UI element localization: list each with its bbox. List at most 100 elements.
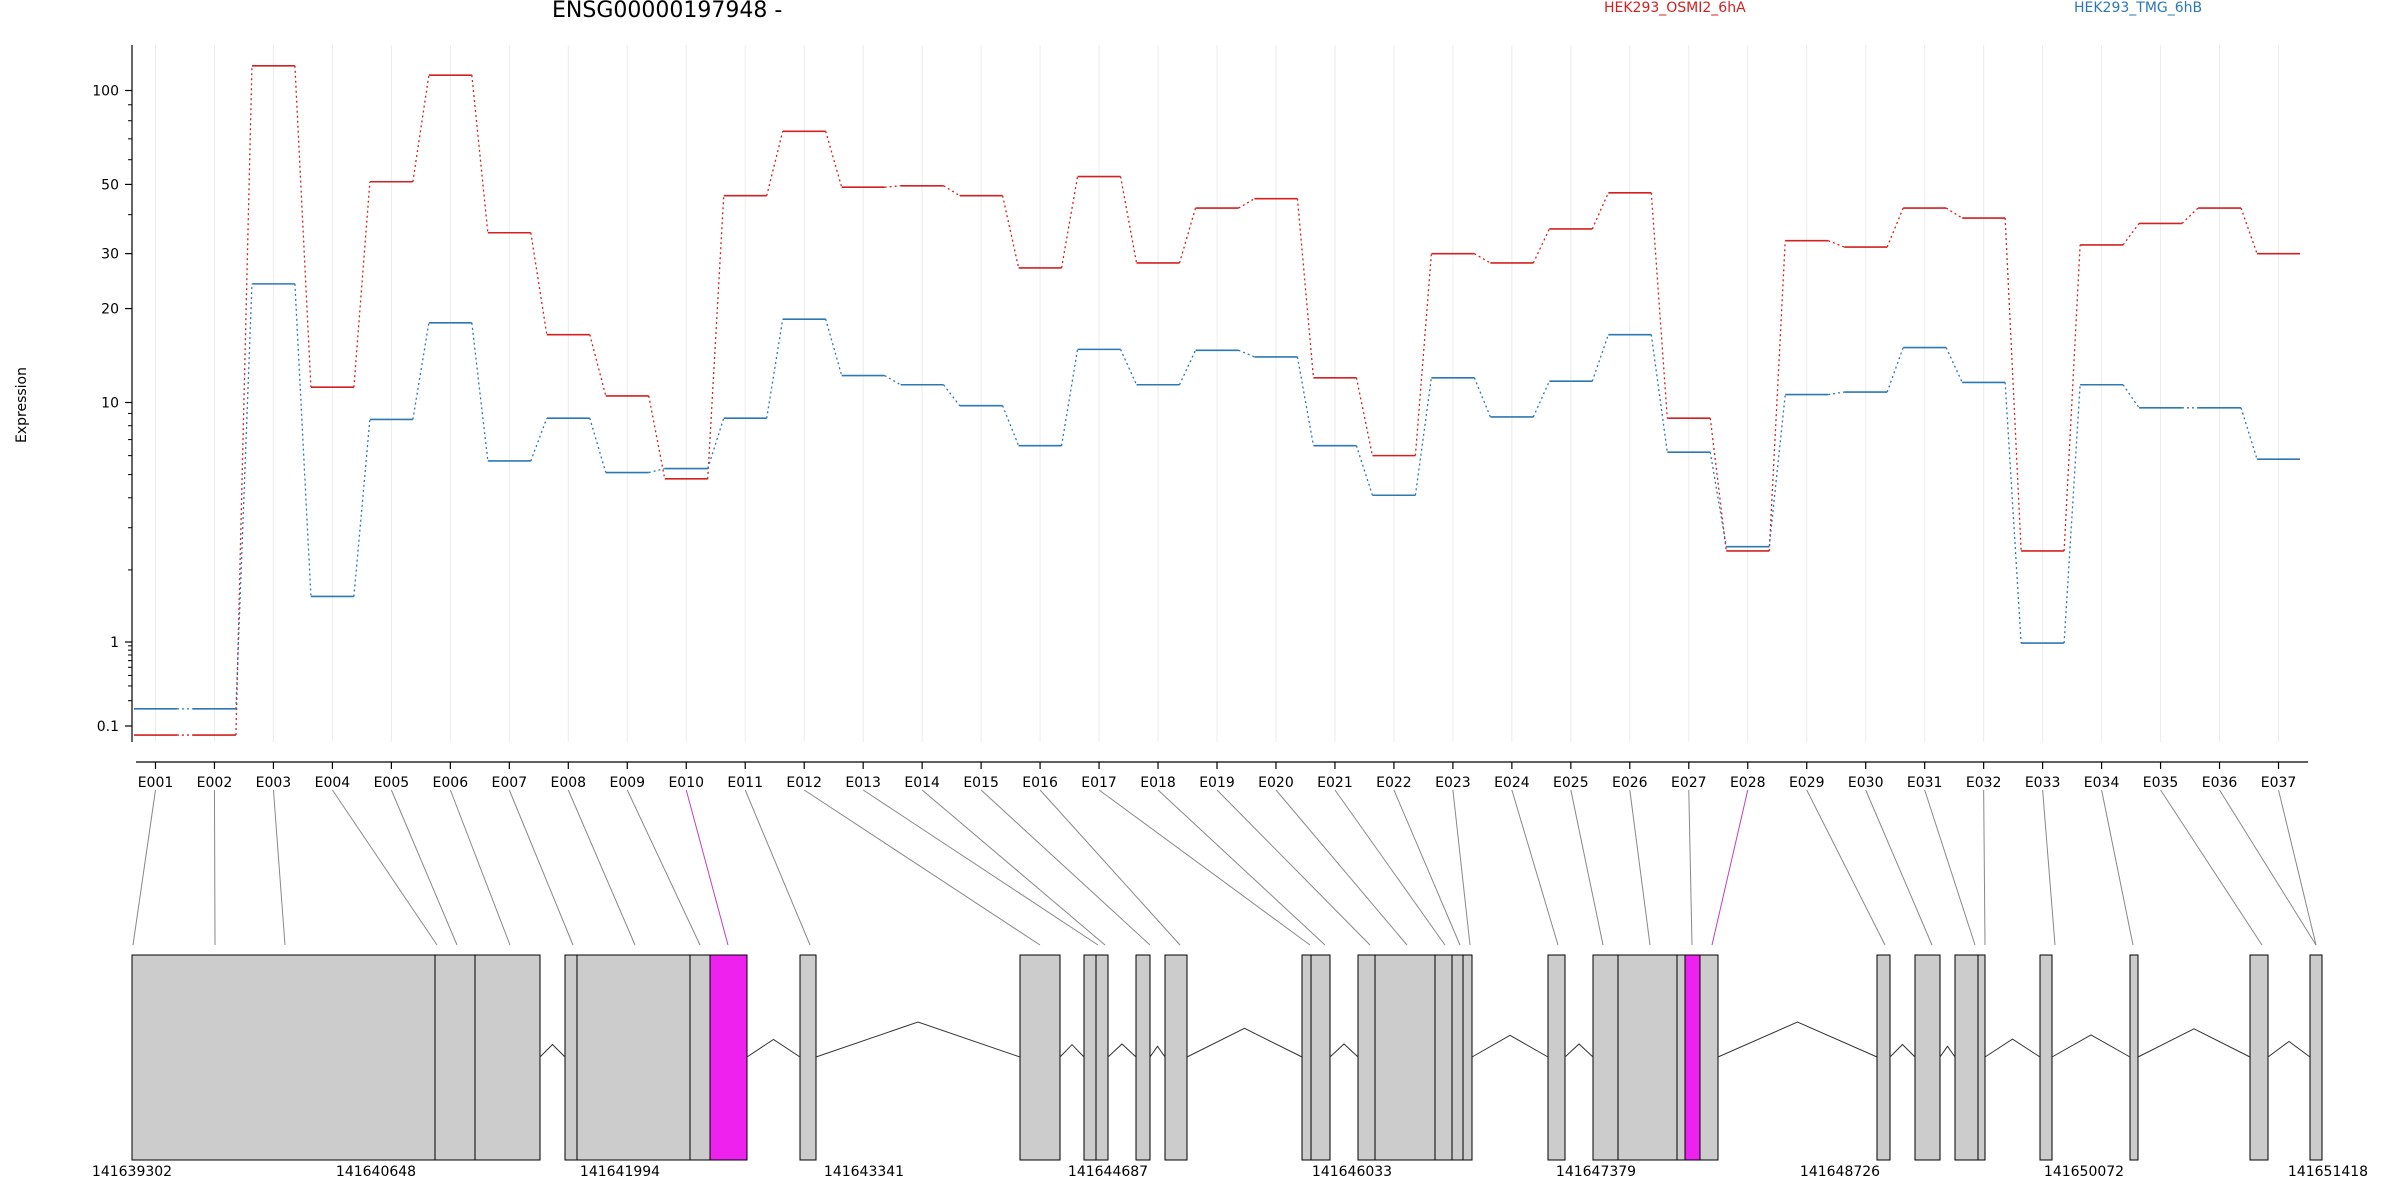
x-tick-label: E020 (1258, 775, 1294, 791)
x-tick-label: E033 (2025, 775, 2061, 791)
series-connector (1591, 334, 1609, 382)
series-connector (766, 131, 784, 196)
series-1 (134, 64, 2300, 736)
grid-lines (154, 45, 2280, 742)
x-ticks: E001 E002 E003 E004 E005 E006 E007 E008 E009 E010… (138, 762, 2296, 791)
intron-line (1889, 1043, 1916, 1058)
exon-connector (2042, 789, 2056, 946)
series-connector (1532, 228, 1550, 264)
series-connector (1060, 176, 1079, 269)
series-connector (2122, 384, 2140, 409)
x-tick-label: E029 (1789, 775, 1825, 791)
exon (1954, 954, 1979, 1161)
x-tick-label: E015 (963, 775, 999, 791)
series-connector (1355, 377, 1374, 456)
exon (1374, 954, 1436, 1161)
exon-connector (213, 789, 216, 946)
series-connector (1119, 349, 1138, 386)
coordinate-label: 141648726 (1800, 1164, 1880, 1180)
exon-connector (2101, 789, 2134, 946)
exon-connector (1393, 789, 1461, 946)
series-connector (766, 319, 784, 419)
intron-line (2051, 1034, 2131, 1058)
coordinate-label: 141651418 (2288, 1164, 2368, 1180)
intron-line (1059, 1043, 1085, 1058)
x-tick-label: E008 (551, 775, 587, 791)
series-connector (1591, 192, 1609, 230)
x-tick-label: E006 (433, 775, 469, 791)
exon-connector (1157, 789, 1326, 946)
y-tick-label: 0.1 (97, 719, 119, 735)
series-connector (884, 374, 901, 386)
x-tick-label: E019 (1199, 775, 1235, 791)
x-tick-label: E003 (256, 775, 292, 791)
exon (2309, 954, 2323, 1161)
intron-line (1939, 1045, 1956, 1058)
intron-line (1564, 1043, 1594, 1058)
exon-connector (921, 789, 1106, 946)
coordinate-label: 141641994 (580, 1164, 660, 1180)
exon-highlighted (1684, 954, 1701, 1161)
x-tick-label: E009 (609, 775, 645, 791)
exon-connector (272, 789, 286, 946)
series-connector (1060, 349, 1079, 446)
coordinate-label: 141640648 (336, 1164, 416, 1180)
x-tick-label: E022 (1376, 775, 1412, 791)
series-connector (2063, 384, 2081, 644)
exon (564, 954, 578, 1161)
exon (1083, 954, 1097, 1161)
exon-connector (1275, 789, 1408, 946)
x-tick-label: E024 (1494, 775, 1530, 791)
series-connector (589, 334, 607, 397)
exon (1164, 954, 1188, 1161)
series-connector (1001, 195, 1020, 269)
exon (799, 954, 817, 1161)
legend-series-1: HEK293_OSMI2_6hA (1604, 0, 1746, 16)
exon (474, 954, 541, 1161)
y-tick-label: 100 (92, 84, 119, 100)
series-connector (1238, 349, 1255, 358)
coordinate-ticks: 141639302 141640648 141641994 141643341 1416… (92, 1164, 2368, 1180)
series-connector (412, 322, 430, 420)
series-connector (1414, 253, 1433, 456)
series-connector (1886, 347, 1904, 393)
coordinate-label: 141646033 (1312, 1164, 1392, 1180)
exon (1135, 954, 1151, 1161)
intron-line (1471, 1034, 1549, 1058)
x-tick-label: E002 (197, 775, 233, 791)
x-tick-label: E026 (1612, 775, 1648, 791)
series-connector (1709, 452, 1727, 547)
series-connector (471, 75, 489, 233)
intron-line (1717, 1021, 1878, 1058)
series-connector (1296, 198, 1315, 378)
exon (689, 954, 711, 1161)
series-connector (943, 384, 961, 407)
exon-connector (862, 789, 1099, 946)
gene-model (131, 954, 2323, 1161)
series-2 (134, 283, 2300, 710)
intron-line (815, 1021, 1021, 1058)
exon (131, 954, 436, 1161)
series-connector (707, 195, 725, 479)
exon-connector (1629, 789, 1651, 946)
exon-connector (980, 789, 1151, 946)
series-connector (2181, 207, 2199, 224)
series-connector (707, 417, 725, 469)
exon (2039, 954, 2053, 1161)
series-connector (2004, 218, 2022, 551)
exon (1914, 954, 1941, 1161)
series-connector (530, 417, 548, 462)
y-tick-label: 30 (101, 247, 119, 263)
exon-connector (2160, 789, 2263, 946)
exon (2249, 954, 2269, 1161)
exon-connector (1711, 789, 1749, 946)
series-connector (1768, 240, 1786, 551)
series-connector (648, 395, 666, 479)
exon (1019, 954, 1061, 1161)
series-connector (235, 65, 253, 736)
exon-connector (2219, 789, 2317, 946)
exon-connector (1511, 789, 1559, 946)
legend-series-2: HEK293_TMG_6hB (2074, 0, 2203, 16)
series-connector (1945, 347, 1963, 383)
